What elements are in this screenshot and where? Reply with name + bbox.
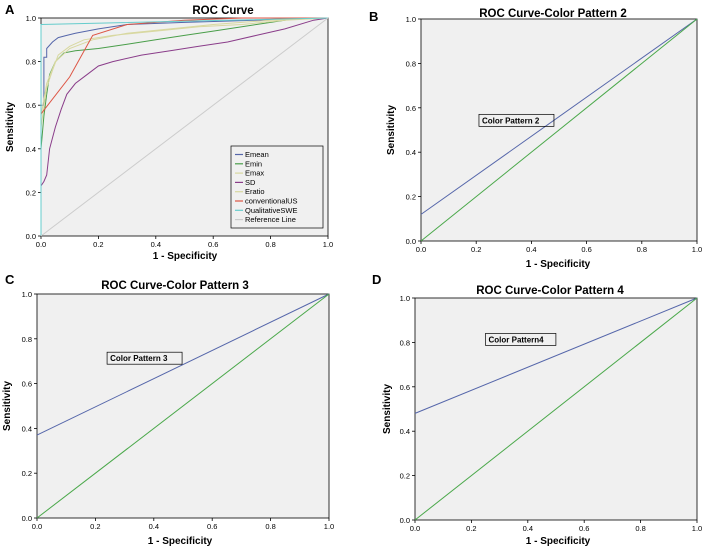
y-tick-label: 1.0 bbox=[22, 290, 32, 299]
legend-entry: QualitativeSWE bbox=[245, 206, 298, 215]
y-tick-label: 0.8 bbox=[406, 59, 416, 68]
x-tick-label: 0.0 bbox=[32, 522, 42, 531]
series-line-color-pattern-2 bbox=[420, 18, 698, 215]
y-axis-label: Sensitivity bbox=[382, 384, 393, 434]
y-tick-label: 0.6 bbox=[400, 383, 410, 392]
y-axis-label: Sensitivity bbox=[5, 102, 16, 152]
x-tick-label: 0.8 bbox=[637, 245, 647, 254]
y-tick-label: 1.0 bbox=[400, 294, 410, 303]
x-tick-label: 0.4 bbox=[149, 522, 159, 531]
series-line-color-pattern4 bbox=[414, 297, 698, 414]
x-tick-label: 0.2 bbox=[466, 524, 476, 533]
x-tick-label: 1.0 bbox=[692, 245, 702, 254]
series-line-reference-line bbox=[40, 17, 329, 237]
y-tick-label: 0.2 bbox=[26, 188, 36, 197]
y-tick-label: 0.6 bbox=[26, 101, 36, 110]
y-tick-label: 0.4 bbox=[406, 148, 416, 157]
y-tick-label: 1.0 bbox=[26, 14, 36, 23]
series-line-reference-line bbox=[414, 297, 698, 521]
series-line-color-pattern-3 bbox=[36, 293, 330, 436]
legend-box bbox=[230, 145, 324, 229]
series-line-conventionalus bbox=[40, 17, 328, 236]
x-axis-label: 1 - Specificity bbox=[148, 536, 213, 547]
y-tick-label: 0.8 bbox=[400, 338, 410, 347]
chart-title: ROC Curve-Color Pattern 3 bbox=[101, 280, 249, 292]
y-tick-label: 0.0 bbox=[400, 516, 410, 525]
legend: EmeanEminEmaxSDEratioconventionalUSQuali… bbox=[230, 145, 324, 229]
x-axis-label: 1 - Specificity bbox=[153, 251, 218, 262]
legend-entry: SD bbox=[245, 178, 256, 187]
roc-panel-b: B ROC Curve-Color Pattern 2 1 - Specificit… bbox=[369, 8, 702, 270]
annotation-box bbox=[485, 333, 557, 346]
y-tick-label: 0.0 bbox=[406, 237, 416, 246]
y-tick-label: 0.2 bbox=[406, 193, 416, 202]
x-tick-label: 1.0 bbox=[692, 524, 702, 533]
x-tick-label: 0.2 bbox=[471, 245, 481, 254]
x-tick-label: 0.6 bbox=[579, 524, 589, 533]
x-axis-label: 1 - Specificity bbox=[526, 536, 591, 547]
y-tick-label: 0.0 bbox=[26, 232, 36, 241]
chart-title: ROC Curve-Color Pattern 4 bbox=[476, 285, 624, 297]
annotation-label: Color Pattern 2 bbox=[482, 116, 540, 125]
series-line-emin bbox=[40, 17, 328, 236]
y-tick-label: 0.8 bbox=[26, 58, 36, 67]
y-tick-label: 0.4 bbox=[22, 424, 32, 433]
y-tick-label: 0.6 bbox=[22, 380, 32, 389]
x-tick-label: 0.4 bbox=[523, 524, 533, 533]
y-tick-label: 0.8 bbox=[22, 335, 32, 344]
x-tick-label: 0.6 bbox=[581, 245, 591, 254]
x-tick-label: 0.4 bbox=[526, 245, 536, 254]
y-tick-label: 0.0 bbox=[22, 514, 32, 523]
x-tick-label: 0.0 bbox=[36, 240, 46, 249]
series-line-qualitativeswe bbox=[40, 17, 329, 236]
panel-letter: B bbox=[369, 9, 378, 24]
x-tick-label: 0.0 bbox=[410, 524, 420, 533]
x-tick-label: 0.6 bbox=[208, 240, 218, 249]
series-line-reference-line bbox=[36, 293, 330, 519]
x-tick-label: 1.0 bbox=[324, 522, 334, 531]
roc-panel-c: C ROC Curve-Color Pattern 3 1 - Specificit… bbox=[2, 272, 334, 547]
x-tick-label: 0.4 bbox=[151, 240, 161, 249]
series-line-emax bbox=[40, 17, 329, 236]
x-tick-label: 1.0 bbox=[323, 240, 333, 249]
x-tick-label: 0.2 bbox=[90, 522, 100, 531]
chart-title: ROC Curve-Color Pattern 2 bbox=[479, 8, 627, 20]
legend-entry: Reference Line bbox=[245, 215, 296, 224]
annotation-label: Color Pattern4 bbox=[489, 335, 545, 344]
y-tick-label: 0.4 bbox=[400, 427, 410, 436]
y-tick-label: 0.6 bbox=[406, 104, 416, 113]
legend-entry: Emean bbox=[245, 150, 269, 159]
legend-entry: Emax bbox=[245, 169, 264, 178]
series-line-reference-line bbox=[420, 18, 698, 242]
panel-letter: C bbox=[5, 272, 15, 287]
roc-panel-d: D ROC Curve-Color Pattern 4 1 - Specificit… bbox=[372, 272, 702, 547]
chart-title: ROC Curve bbox=[192, 5, 253, 17]
x-tick-label: 0.8 bbox=[265, 522, 275, 531]
x-tick-label: 0.0 bbox=[416, 245, 426, 254]
y-tick-label: 0.2 bbox=[22, 469, 32, 478]
y-tick-label: 1.0 bbox=[406, 15, 416, 24]
y-axis-label: Sensitivity bbox=[2, 381, 13, 431]
x-tick-label: 0.6 bbox=[207, 522, 217, 531]
series-line-eratio bbox=[40, 17, 329, 236]
legend-entry: Emin bbox=[245, 159, 262, 168]
annotation-label: Color Pattern 3 bbox=[110, 354, 168, 363]
x-tick-label: 0.8 bbox=[635, 524, 645, 533]
panel-letter: A bbox=[5, 2, 15, 17]
annotation-box bbox=[106, 351, 183, 365]
x-axis-label: 1 - Specificity bbox=[526, 259, 591, 270]
x-tick-label: 0.8 bbox=[265, 240, 275, 249]
series-line-sd bbox=[40, 17, 329, 236]
y-axis-label: Sensitivity bbox=[386, 105, 397, 155]
annotation-box bbox=[478, 113, 555, 127]
legend-entry: Eratio bbox=[245, 187, 265, 196]
panel-letter: D bbox=[372, 272, 381, 287]
legend-entry: conventionalUS bbox=[245, 197, 298, 206]
y-tick-label: 0.2 bbox=[400, 472, 410, 481]
x-tick-label: 0.2 bbox=[93, 240, 103, 249]
y-tick-label: 0.4 bbox=[26, 145, 36, 154]
series-line-emean bbox=[40, 17, 328, 236]
